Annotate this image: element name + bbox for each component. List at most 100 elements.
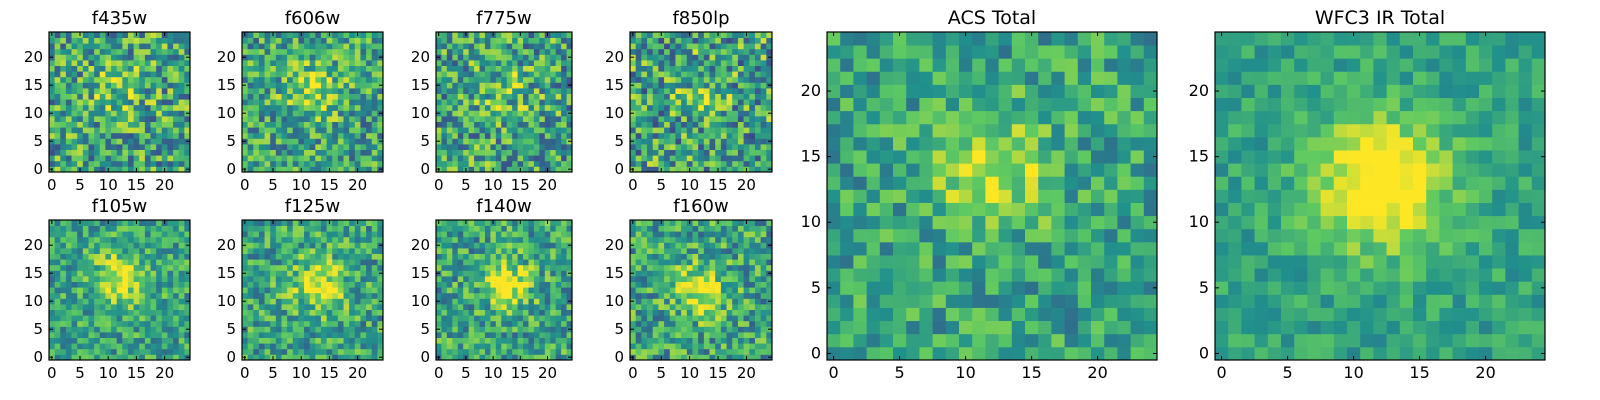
heatmap-cell — [247, 270, 254, 277]
heatmap-cell — [309, 337, 316, 344]
heatmap-cell — [754, 149, 762, 156]
heatmap-cell — [54, 231, 61, 238]
heatmap-cell — [320, 166, 327, 173]
heatmap-cell — [544, 287, 551, 294]
heatmap-cell — [94, 276, 101, 282]
heatmap-cell — [544, 343, 551, 350]
heatmap-cell — [247, 32, 254, 38]
heatmap-cell — [658, 110, 665, 117]
heatmap-cell — [133, 309, 140, 316]
heatmap-cell — [490, 149, 497, 156]
heatmap-cell — [641, 104, 648, 111]
heatmap-cell — [501, 231, 508, 238]
heatmap-cell — [161, 337, 168, 344]
heatmap-cell — [184, 93, 191, 100]
heatmap-cell — [501, 276, 508, 282]
heatmap-cell — [749, 315, 756, 322]
heatmap-cell — [343, 264, 350, 271]
heatmap-cell — [184, 127, 191, 134]
heatmap-cell — [533, 99, 540, 106]
heatmap-cell — [287, 292, 294, 299]
heatmap-cell — [709, 343, 716, 350]
heatmap-cell — [506, 48, 513, 55]
heatmap-cell — [349, 138, 356, 145]
heatmap-cell — [366, 236, 373, 243]
heatmap-cell — [94, 60, 101, 66]
heatmap-cell — [474, 88, 480, 94]
heatmap-cell — [506, 264, 513, 271]
heatmap-cell — [501, 132, 508, 139]
heatmap-cell — [258, 264, 265, 271]
heatmap-cell — [304, 99, 311, 106]
heatmap-cell — [561, 43, 567, 50]
heatmap-cell — [479, 320, 486, 327]
heatmap-cell — [506, 337, 513, 344]
heatmap-cell — [715, 337, 722, 344]
heatmap-cell — [517, 149, 524, 156]
heatmap-cell — [528, 32, 535, 38]
heatmap-cell — [292, 76, 299, 83]
heatmap-cell — [664, 32, 671, 38]
heatmap-cell — [749, 348, 756, 355]
heatmap-cell — [105, 116, 112, 122]
heatmap-cell — [457, 37, 464, 44]
heatmap-cell — [332, 93, 339, 100]
heatmap-cell — [150, 76, 157, 83]
heatmap-cell — [641, 144, 648, 150]
heatmap-cell — [446, 48, 453, 55]
heatmap-cell — [127, 326, 134, 333]
heatmap-cell — [133, 149, 140, 156]
heatmap-cell — [484, 160, 491, 167]
heatmap-cell — [495, 225, 502, 232]
heatmap-cell — [517, 276, 524, 282]
heatmap-cell — [54, 320, 61, 327]
heatmap-cell — [49, 60, 56, 66]
heatmap-cell — [446, 110, 453, 117]
heatmap-cell — [247, 326, 254, 333]
heatmap-cell — [253, 76, 260, 83]
heatmap-cell — [544, 60, 551, 66]
heatmap-cell — [144, 132, 151, 139]
heatmap-cell — [533, 343, 540, 350]
heatmap-cell — [754, 127, 762, 134]
heatmap-cell — [258, 110, 265, 117]
heatmap-cell — [253, 354, 260, 361]
heatmap-cell — [275, 292, 282, 299]
heatmap-cell — [127, 292, 134, 299]
heatmap-cell — [298, 104, 305, 111]
heatmap-cell — [281, 127, 288, 134]
heatmap-cell — [523, 88, 529, 94]
heatmap-cell — [720, 54, 727, 61]
heatmap-cell — [77, 343, 84, 350]
heatmap-cell — [539, 298, 546, 305]
heatmap-cell — [116, 253, 123, 260]
heatmap-cell — [304, 348, 311, 355]
heatmap-cell — [366, 93, 373, 100]
heatmap-cell — [468, 76, 475, 83]
heatmap-cell — [664, 99, 671, 106]
heatmap-cell — [65, 220, 72, 226]
heatmap-cell — [506, 315, 513, 322]
heatmap-cell — [247, 292, 254, 299]
heatmap-cell — [133, 242, 140, 249]
heatmap-cell — [528, 281, 535, 288]
heatmap-cell — [561, 270, 567, 277]
heatmap-cell — [161, 99, 168, 106]
heatmap-cell — [315, 298, 322, 305]
heatmap-cell — [337, 231, 344, 238]
heatmap-cell — [60, 121, 67, 128]
heatmap-cell — [692, 121, 699, 128]
heatmap-cell — [105, 127, 112, 134]
heatmap-cell — [675, 60, 682, 66]
heatmap-cell — [156, 155, 163, 162]
heatmap-cell — [264, 343, 271, 350]
heatmap-cell — [292, 225, 299, 232]
heatmap-cell — [184, 259, 191, 266]
heatmap-cell — [326, 132, 333, 139]
heatmap-cell — [528, 99, 535, 106]
heatmap-cell — [484, 287, 491, 294]
heatmap-cell — [371, 43, 378, 50]
heatmap-cell — [720, 292, 727, 299]
heatmap-cell — [253, 231, 260, 238]
heatmap-cell — [533, 48, 540, 55]
